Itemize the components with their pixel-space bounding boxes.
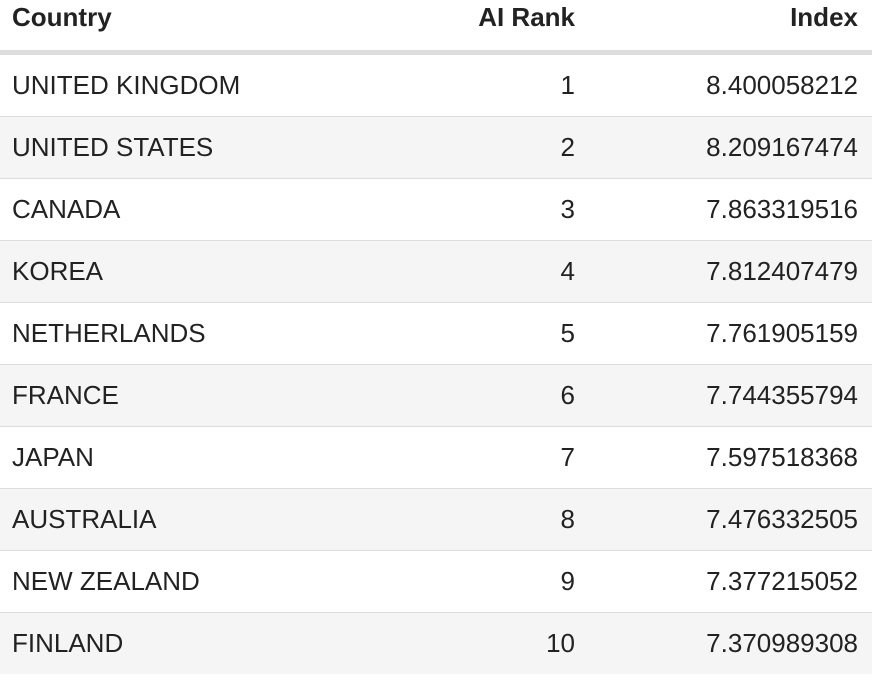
table-cell: AUSTRALIA — [0, 488, 300, 551]
table-row: JAPAN 7 7.597518368 — [0, 426, 872, 489]
table-row: FRANCE 6 7.744355794 — [0, 364, 872, 427]
table-cell: UNITED STATES — [0, 116, 300, 179]
table-cell: 1 — [300, 52, 589, 117]
table-body: UNITED KINGDOM 1 8.400058212 UNITED STATES 2… — [0, 52, 872, 674]
table-cell: 7.744355794 — [589, 364, 872, 427]
table-cell: CANADA — [0, 178, 300, 241]
table-row: NETHERLANDS 5 7.761905159 — [0, 302, 872, 365]
table-cell: 4 — [300, 240, 589, 303]
table-row: KOREA 4 7.812407479 — [0, 240, 872, 303]
table-cell: 7.812407479 — [589, 240, 872, 303]
table-cell: 8.400058212 — [589, 52, 872, 117]
header-row: Country AI Rank Index — [0, 0, 872, 55]
table-cell: 9 — [300, 550, 589, 613]
table-cell: KOREA — [0, 240, 300, 303]
table-header: Country AI Rank Index — [0, 0, 872, 55]
table-cell: 7.476332505 — [589, 488, 872, 551]
table-cell: NETHERLANDS — [0, 302, 300, 365]
table-row: FINLAND 10 7.370989308 — [0, 612, 872, 674]
table-cell: 2 — [300, 116, 589, 179]
table-cell: 7.863319516 — [589, 178, 872, 241]
table-cell: 3 — [300, 178, 589, 241]
table-cell: 7.761905159 — [589, 302, 872, 365]
table-cell: 8 — [300, 488, 589, 551]
table-cell: JAPAN — [0, 426, 300, 489]
table-cell: 7.370989308 — [589, 612, 872, 674]
table-cell: 5 — [300, 302, 589, 365]
table-row: UNITED STATES 2 8.209167474 — [0, 116, 872, 179]
header-cell: Country — [0, 0, 300, 55]
table-row: UNITED KINGDOM 1 8.400058212 — [0, 52, 872, 117]
table-cell: NEW ZEALAND — [0, 550, 300, 613]
table-cell: 7.597518368 — [589, 426, 872, 489]
table-cell: 6 — [300, 364, 589, 427]
header-cell: Index — [589, 0, 872, 55]
table-row: AUSTRALIA 8 7.476332505 — [0, 488, 872, 551]
table-cell: 8.209167474 — [589, 116, 872, 179]
table-cell: 10 — [300, 612, 589, 674]
header-cell: AI Rank — [300, 0, 589, 55]
table-cell: FINLAND — [0, 612, 300, 674]
table-cell: UNITED KINGDOM — [0, 52, 300, 117]
table-cell: FRANCE — [0, 364, 300, 427]
table-row: CANADA 3 7.863319516 — [0, 178, 872, 241]
table-row: NEW ZEALAND 9 7.377215052 — [0, 550, 872, 613]
table-cell: 7 — [300, 426, 589, 489]
table-cell: 7.377215052 — [589, 550, 872, 613]
